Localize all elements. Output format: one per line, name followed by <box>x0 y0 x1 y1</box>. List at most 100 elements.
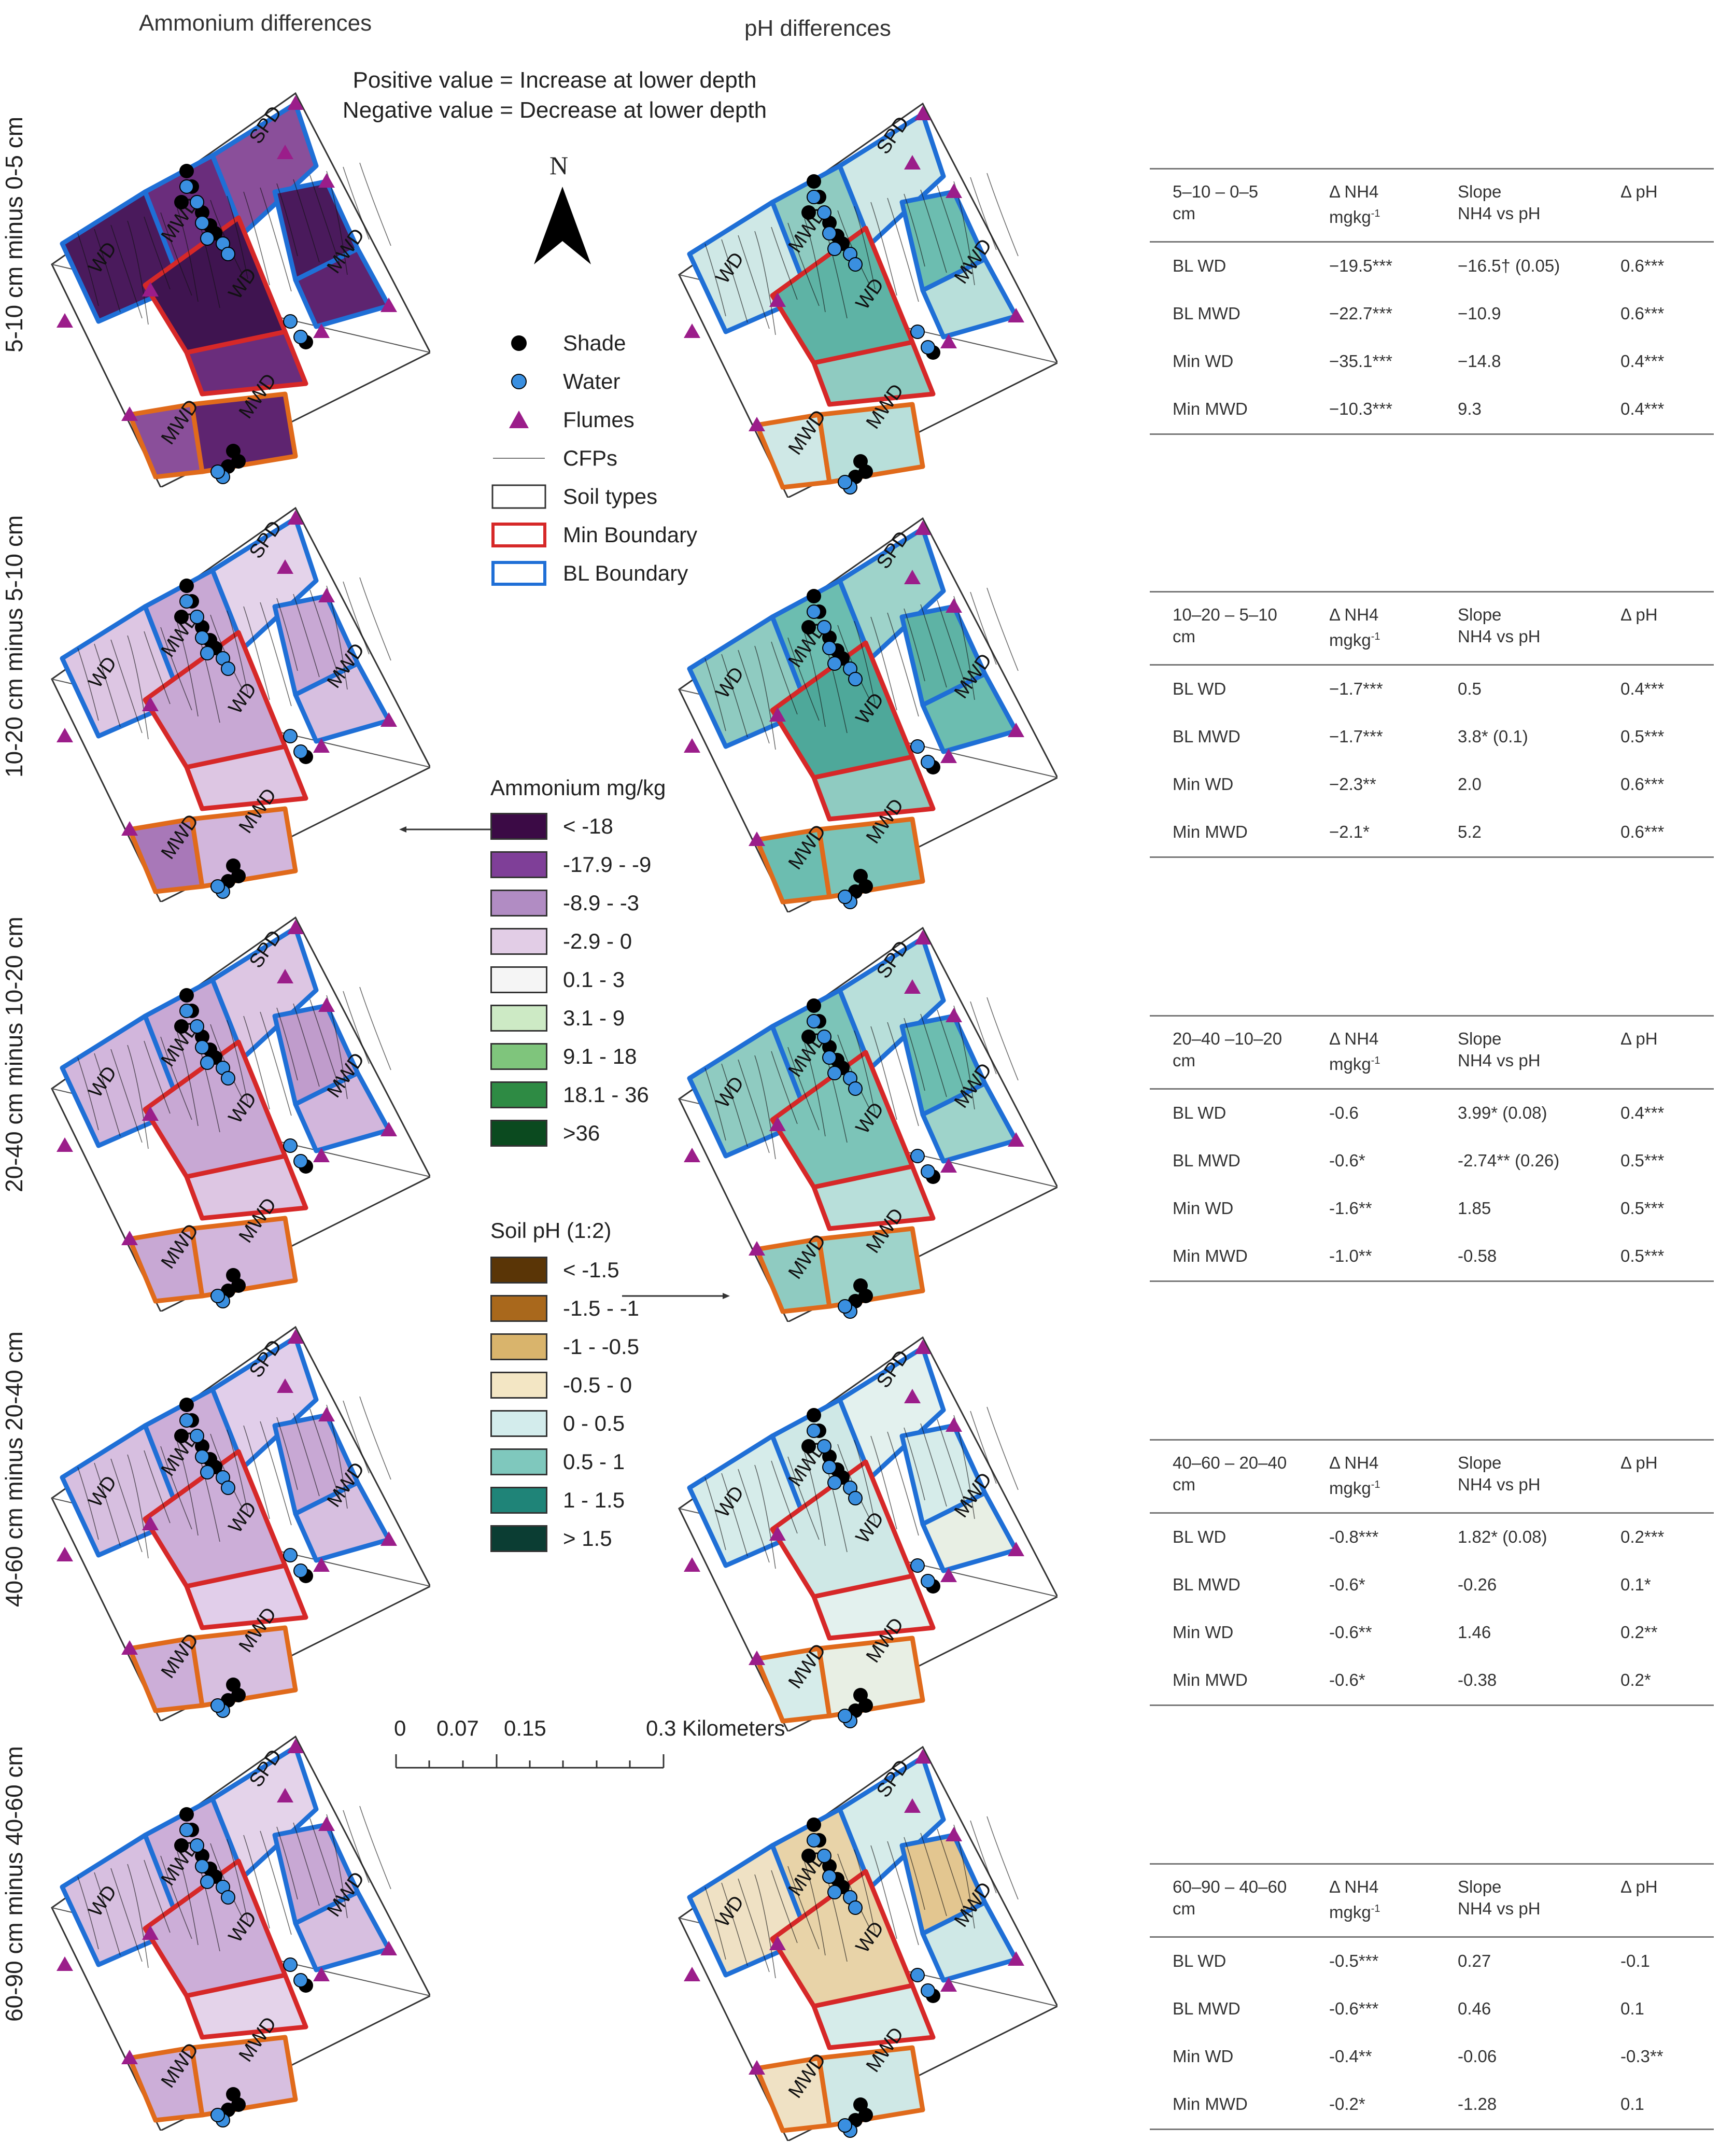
header-delta-ph: Δ pH <box>1620 1029 1658 1048</box>
table-cell: 0.1 <box>1620 2094 1644 2113</box>
flume-point <box>313 738 330 753</box>
flume-point <box>380 1941 397 1955</box>
flume-point <box>769 707 786 722</box>
cfp-line <box>970 1411 997 1484</box>
field-7 <box>184 329 308 397</box>
table-cell: −2.1* <box>1329 822 1370 841</box>
cfp-line <box>309 1408 342 1503</box>
table-cell: −10.9 <box>1458 304 1501 323</box>
table-cell: -0.6** <box>1329 1623 1372 1642</box>
table-cell: 0.4*** <box>1620 351 1665 371</box>
water-point <box>838 1709 852 1723</box>
water-point <box>195 216 209 230</box>
flume-point <box>1008 1542 1024 1556</box>
water-point <box>848 257 863 272</box>
table-bottom-rule <box>1150 2129 1714 2130</box>
table-cell: 1.46 <box>1458 1623 1491 1642</box>
flume-point <box>121 1640 138 1655</box>
water-point <box>190 1019 204 1034</box>
table-cell: Min MWD <box>1173 822 1248 841</box>
table-cell: 3.99* (0.08) <box>1458 1103 1547 1122</box>
ph-legend-label: -0.5 - 0 <box>563 1373 632 1397</box>
water-point <box>910 739 925 754</box>
ammonium-legend-label: -2.9 - 0 <box>563 929 632 953</box>
flume-point <box>121 406 138 421</box>
water-point <box>822 1460 837 1474</box>
table-row: Min WD −2.3** 2.0 0.6*** <box>1150 761 1714 809</box>
water-point <box>817 620 831 635</box>
table-cell: -0.6*** <box>1329 1999 1379 2018</box>
table-row: BL WD -0.6 3.99* (0.08) 0.4*** <box>1150 1090 1714 1137</box>
flume-point <box>914 106 931 120</box>
table-cell: 0.5 <box>1458 679 1482 698</box>
table-cell: 0.1* <box>1620 1575 1651 1594</box>
table-row: BL WD −1.7*** 0.5 0.4*** <box>1150 666 1714 713</box>
cfp-line <box>177 1851 199 1946</box>
header-depth: 60–90 – 40–60 cm <box>1173 1877 1287 1918</box>
ammonium-leader-arrow <box>399 826 492 833</box>
cfp-line <box>343 166 370 240</box>
table-cell: -0.3** <box>1620 2047 1663 2066</box>
cfp-line <box>160 1855 192 1939</box>
table-row: BL WD -0.5*** 0.27 -0.1 <box>1150 1938 1714 1985</box>
cfp-line <box>904 1018 925 1091</box>
cfp-line <box>704 1886 726 1960</box>
cfp-line <box>787 1047 820 1131</box>
water-point <box>910 325 925 339</box>
table-cell: 0.4*** <box>1620 679 1665 698</box>
table-row: Min MWD -0.6* -0.38 0.2* <box>1150 1657 1714 1704</box>
cfp-line <box>177 1032 199 1126</box>
flume-point <box>142 1106 159 1121</box>
water-point <box>910 1149 925 1163</box>
flume-point <box>749 1241 765 1256</box>
table-row: Min MWD −2.1* 5.2 0.6*** <box>1150 809 1714 856</box>
cfp-line <box>904 1837 925 1910</box>
cfp-line <box>177 1442 199 1536</box>
table-cell: −19.5*** <box>1329 256 1393 275</box>
water-point <box>195 1449 209 1464</box>
table-cell: -0.1 <box>1620 1951 1650 1970</box>
ph-legend-label: > 1.5 <box>563 1526 612 1551</box>
table-cell: 0.4*** <box>1620 399 1665 418</box>
table-cell: -0.06 <box>1458 2047 1497 2066</box>
table-cell: BL WD <box>1173 256 1227 275</box>
red-rectangle-icon <box>490 522 547 548</box>
symbol-legend-item: Flumes <box>490 406 635 433</box>
table-cell: -0.5*** <box>1329 1951 1379 1970</box>
symbol-legend-item: BL Boundary <box>490 560 688 587</box>
water-point <box>910 1968 925 1982</box>
shade-point <box>179 1398 194 1412</box>
flume-point <box>380 712 397 727</box>
table-cell: 0.5*** <box>1620 1199 1665 1218</box>
table-cell: 0.4*** <box>1620 1103 1665 1122</box>
field-3 <box>837 1755 946 1890</box>
table-cell: 2.0 <box>1458 774 1482 794</box>
cfp-line <box>771 1051 798 1124</box>
cfp-line <box>754 1464 776 1569</box>
shade-point <box>174 1838 189 1853</box>
cfp-line <box>160 627 192 711</box>
table-cell: Min MWD <box>1173 2094 1248 2113</box>
ph-legend-swatch <box>490 1372 547 1399</box>
field-9 <box>816 402 925 485</box>
cfp-line <box>787 1456 820 1540</box>
north-label: N <box>549 151 569 180</box>
cfp-line <box>110 224 143 319</box>
cfp-line <box>721 1063 748 1147</box>
table-header: 20–40 –10–20 cm Δ NH4 mgkg-1 Slope NH4 vs pH Δ… <box>1150 1015 1714 1090</box>
cfp-line <box>94 1872 121 1956</box>
cfp-line <box>738 1469 770 1563</box>
ammonium-legend-item: -8.9 - -3 <box>490 890 639 917</box>
header-delta-nh4: Δ NH4 mgkg-1 <box>1329 1877 1380 1922</box>
stats-table-3: 20–40 –10–20 cm Δ NH4 mgkg-1 Slope NH4 vs pH Δ… <box>1150 1015 1714 1282</box>
ph-legend-swatch <box>490 1257 547 1284</box>
cfp-line <box>309 175 342 269</box>
ammonium-legend-swatch <box>490 928 547 955</box>
water-point <box>848 1491 863 1505</box>
table-cell: Min MWD <box>1173 1670 1248 1689</box>
field-9 <box>189 391 298 474</box>
cfp-line <box>970 1001 997 1075</box>
cfp-line <box>854 1849 876 1933</box>
ph-legend-swatch <box>490 1333 547 1360</box>
